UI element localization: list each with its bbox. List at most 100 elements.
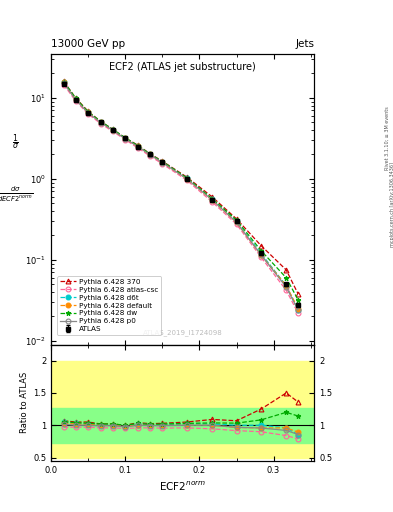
- Pythia 6.428 d6t: [136, 143, 140, 149]
- Pythia 6.428 dw: [61, 79, 66, 85]
- Pythia 6.428 p0: [210, 197, 215, 203]
- Pythia 6.428 p0: [184, 176, 189, 182]
- Pythia 6.428 370: [86, 109, 90, 115]
- Text: Rivet 3.1.10; ≥ 3M events: Rivet 3.1.10; ≥ 3M events: [385, 106, 389, 170]
- Pythia 6.428 370: [73, 95, 78, 101]
- Bar: [51, 360, 314, 458]
- Text: Jets: Jets: [296, 38, 314, 49]
- Pythia 6.428 p0: [259, 252, 263, 258]
- Text: $\frac{1}{\sigma}$: $\frac{1}{\sigma}$: [12, 133, 19, 154]
- Pythia 6.428 370: [296, 291, 300, 297]
- Pythia 6.428 default: [98, 119, 103, 125]
- Pythia 6.428 d6t: [61, 79, 66, 85]
- Pythia 6.428 atlas-csc: [136, 145, 140, 151]
- Pythia 6.428 atlas-csc: [160, 161, 165, 167]
- Pythia 6.428 default: [110, 127, 115, 133]
- Pythia 6.428 dw: [234, 217, 239, 223]
- Text: 13000 GeV pp: 13000 GeV pp: [51, 38, 125, 49]
- Pythia 6.428 dw: [160, 159, 165, 165]
- X-axis label: ECF2$^{norm}$: ECF2$^{norm}$: [159, 480, 206, 494]
- Pythia 6.428 370: [259, 243, 263, 249]
- Y-axis label: Ratio to ATLAS: Ratio to ATLAS: [20, 372, 29, 433]
- Pythia 6.428 d6t: [184, 175, 189, 181]
- Pythia 6.428 p0: [98, 119, 103, 125]
- Pythia 6.428 atlas-csc: [259, 254, 263, 260]
- Pythia 6.428 370: [61, 78, 66, 84]
- Pythia 6.428 d6t: [210, 196, 215, 202]
- Pythia 6.428 p0: [284, 284, 288, 290]
- Pythia 6.428 370: [210, 194, 215, 200]
- Pythia 6.428 default: [73, 96, 78, 102]
- Pythia 6.428 370: [136, 142, 140, 148]
- Pythia 6.428 d6t: [73, 95, 78, 101]
- Pythia 6.428 370: [234, 216, 239, 222]
- Pythia 6.428 dw: [210, 196, 215, 202]
- Pythia 6.428 d6t: [98, 119, 103, 125]
- Pythia 6.428 p0: [123, 136, 128, 142]
- Pythia 6.428 370: [184, 174, 189, 180]
- Pythia 6.428 d6t: [86, 110, 90, 116]
- Pythia 6.428 p0: [160, 159, 165, 165]
- Pythia 6.428 d6t: [284, 283, 288, 289]
- Pythia 6.428 dw: [98, 118, 103, 124]
- Pythia 6.428 default: [147, 152, 152, 158]
- Pythia 6.428 atlas-csc: [73, 98, 78, 104]
- Pythia 6.428 dw: [123, 135, 128, 141]
- Pythia 6.428 dw: [110, 126, 115, 133]
- Line: Pythia 6.428 atlas-csc: Pythia 6.428 atlas-csc: [61, 82, 301, 315]
- Pythia 6.428 atlas-csc: [234, 221, 239, 227]
- Line: Pythia 6.428 d6t: Pythia 6.428 d6t: [61, 79, 301, 312]
- Pythia 6.428 d6t: [259, 250, 263, 257]
- Pythia 6.428 atlas-csc: [210, 199, 215, 205]
- Pythia 6.428 default: [136, 143, 140, 150]
- Pythia 6.428 dw: [147, 151, 152, 157]
- Pythia 6.428 d6t: [123, 135, 128, 141]
- Pythia 6.428 370: [284, 267, 288, 273]
- Pythia 6.428 dw: [136, 142, 140, 148]
- Text: ECF2 (ATLAS jet substructure): ECF2 (ATLAS jet substructure): [109, 62, 256, 73]
- Pythia 6.428 p0: [136, 143, 140, 150]
- Text: mcplots.cern.ch [arXiv:1306.3436]: mcplots.cern.ch [arXiv:1306.3436]: [390, 162, 393, 247]
- Pythia 6.428 dw: [86, 109, 90, 115]
- Line: Pythia 6.428 370: Pythia 6.428 370: [61, 79, 301, 296]
- Text: $\frac{d\sigma}{dECF2^{norm}}$: $\frac{d\sigma}{dECF2^{norm}}$: [0, 185, 34, 204]
- Pythia 6.428 p0: [110, 127, 115, 133]
- Pythia 6.428 d6t: [160, 159, 165, 165]
- Pythia 6.428 atlas-csc: [123, 137, 128, 143]
- Pythia 6.428 atlas-csc: [184, 177, 189, 183]
- Pythia 6.428 dw: [296, 297, 300, 303]
- Text: ATLAS_2019_I1724098: ATLAS_2019_I1724098: [143, 329, 222, 336]
- Pythia 6.428 p0: [234, 219, 239, 225]
- Pythia 6.428 atlas-csc: [86, 111, 90, 117]
- Pythia 6.428 atlas-csc: [61, 82, 66, 88]
- Pythia 6.428 default: [210, 197, 215, 203]
- Pythia 6.428 atlas-csc: [284, 287, 288, 293]
- Line: Pythia 6.428 p0: Pythia 6.428 p0: [61, 81, 301, 312]
- Line: Pythia 6.428 dw: Pythia 6.428 dw: [61, 79, 301, 302]
- Legend: Pythia 6.428 370, Pythia 6.428 atlas-csc, Pythia 6.428 d6t, Pythia 6.428 default: Pythia 6.428 370, Pythia 6.428 atlas-csc…: [57, 276, 161, 335]
- Pythia 6.428 atlas-csc: [147, 153, 152, 159]
- Pythia 6.428 370: [98, 118, 103, 124]
- Pythia 6.428 d6t: [296, 307, 300, 313]
- Pythia 6.428 d6t: [234, 218, 239, 224]
- Pythia 6.428 p0: [73, 97, 78, 103]
- Pythia 6.428 default: [123, 135, 128, 141]
- Pythia 6.428 default: [284, 283, 288, 289]
- Pythia 6.428 370: [123, 135, 128, 141]
- Pythia 6.428 370: [160, 158, 165, 164]
- Pythia 6.428 default: [160, 159, 165, 165]
- Pythia 6.428 370: [147, 151, 152, 157]
- Pythia 6.428 dw: [259, 247, 263, 253]
- Pythia 6.428 dw: [73, 95, 78, 101]
- Pythia 6.428 d6t: [147, 151, 152, 157]
- Pythia 6.428 default: [296, 306, 300, 312]
- Pythia 6.428 default: [184, 176, 189, 182]
- Pythia 6.428 default: [61, 79, 66, 86]
- Pythia 6.428 default: [234, 219, 239, 225]
- Pythia 6.428 default: [86, 110, 90, 116]
- Pythia 6.428 dw: [184, 175, 189, 181]
- Pythia 6.428 atlas-csc: [98, 120, 103, 126]
- Pythia 6.428 p0: [61, 80, 66, 86]
- Pythia 6.428 370: [110, 126, 115, 132]
- Bar: [51, 408, 314, 443]
